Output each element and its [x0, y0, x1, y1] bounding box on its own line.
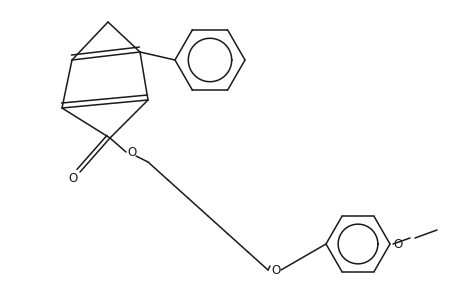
- Text: O: O: [392, 238, 402, 250]
- Text: O: O: [271, 263, 280, 277]
- Text: O: O: [127, 146, 136, 158]
- Text: O: O: [68, 172, 78, 185]
